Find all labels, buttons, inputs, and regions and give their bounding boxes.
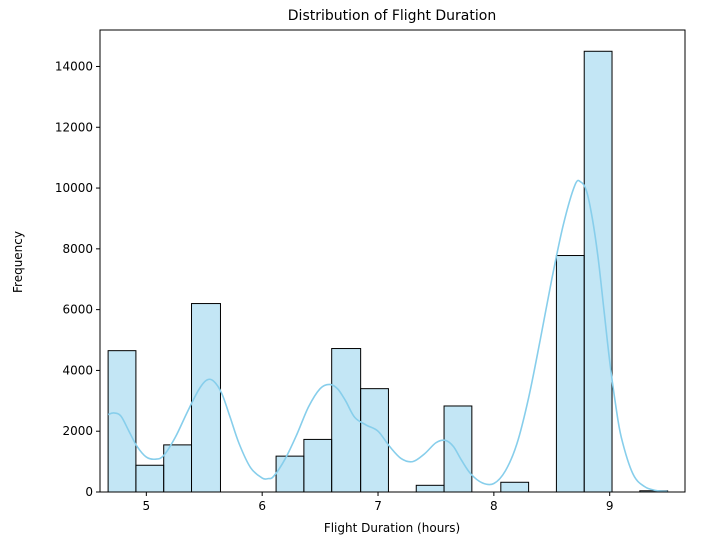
histogram-bar <box>303 438 333 493</box>
x-tick-label: 7 <box>374 499 382 513</box>
histogram-bar <box>415 484 445 493</box>
histogram-bar <box>331 348 362 493</box>
histogram-bar <box>583 50 613 493</box>
y-tick-label: 0 <box>85 485 93 499</box>
histogram-bar <box>191 303 221 493</box>
plot-frame <box>99 29 686 493</box>
chart-title: Distribution of Flight Duration <box>288 8 496 24</box>
x-tick-label: 8 <box>490 499 498 513</box>
y-tick-label: 2000 <box>62 424 93 438</box>
histogram-bar <box>163 444 193 493</box>
histogram-bar <box>135 464 165 493</box>
histogram-bar <box>443 405 473 493</box>
kde-group <box>107 179 668 493</box>
x-tick-label: 5 <box>143 499 151 513</box>
y-tick-label: 8000 <box>62 242 93 256</box>
x-tick-label: 6 <box>258 499 266 513</box>
histogram-bar <box>555 255 585 493</box>
x-axis-label: Flight Duration (hours) <box>324 521 460 535</box>
y-tick-label: 4000 <box>62 363 93 377</box>
y-tick-label: 6000 <box>62 303 93 317</box>
x-tick-label: 9 <box>606 499 614 513</box>
y-tick-label: 10000 <box>55 181 93 195</box>
histogram-bar <box>360 388 389 493</box>
histogram-bar <box>275 455 305 493</box>
histogram-bar <box>500 481 530 493</box>
y-axis-label: Frequency <box>11 231 25 293</box>
histogram-bar <box>107 350 137 493</box>
axes-group: 5 6 7 8 9 0 2000 4000 6000 8000 10000 12000 14000 <box>55 29 686 513</box>
kde-curve <box>107 179 668 493</box>
y-tick-label: 12000 <box>55 120 93 134</box>
bars-group <box>107 50 669 493</box>
y-tick-label: 14000 <box>55 59 93 73</box>
